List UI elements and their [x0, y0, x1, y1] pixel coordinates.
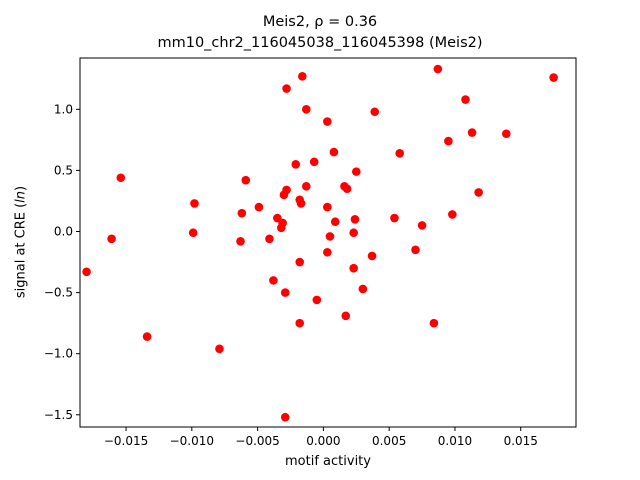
- data-point: [82, 267, 91, 277]
- data-point: [325, 232, 335, 241]
- y-tick-label: 0.0: [54, 225, 73, 239]
- data-point: [411, 245, 420, 255]
- y-axis: −1.5 −1.0 −0.5 0.0 0.5 1.0: [44, 102, 80, 422]
- data-point: [301, 105, 311, 114]
- data-point: [349, 263, 358, 273]
- data-point: [280, 288, 290, 297]
- data-point: [474, 188, 483, 197]
- data-point: [342, 184, 352, 194]
- points-layer: [82, 64, 558, 422]
- data-point: [215, 344, 224, 354]
- data-point: [395, 149, 405, 158]
- data-point: [390, 213, 399, 223]
- data-point: [269, 276, 278, 285]
- data-point: [282, 185, 291, 195]
- data-point: [295, 318, 305, 328]
- data-point: [323, 202, 332, 212]
- data-point: [237, 208, 247, 218]
- data-point: [295, 257, 305, 267]
- data-point: [254, 202, 264, 212]
- x-tick-label: 0.005: [372, 434, 406, 448]
- data-point: [341, 311, 351, 321]
- data-point: [329, 147, 339, 157]
- data-point: [142, 332, 152, 341]
- x-tick-label: 0.010: [438, 434, 472, 448]
- data-point: [116, 173, 126, 183]
- x-tick-label: 0.000: [306, 434, 340, 448]
- y-tick-label: −0.5: [44, 286, 73, 300]
- data-point: [351, 167, 361, 176]
- data-point: [298, 72, 307, 81]
- data-point: [349, 228, 358, 238]
- data-point: [291, 160, 301, 169]
- data-point: [107, 234, 116, 244]
- data-point: [312, 295, 322, 305]
- data-point: [444, 136, 453, 146]
- data-point: [330, 217, 340, 227]
- y-tick-label: 0.5: [54, 163, 73, 177]
- data-point: [282, 84, 291, 93]
- x-tick-label: 0.015: [504, 434, 538, 448]
- data-point: [280, 412, 290, 422]
- data-point: [323, 247, 332, 257]
- x-tick-label: −0.010: [170, 434, 214, 448]
- x-axis-label: motif activity: [285, 454, 371, 469]
- data-point: [309, 157, 319, 167]
- data-point: [323, 117, 332, 126]
- y-tick-label: −1.0: [44, 347, 73, 361]
- y-tick-label: −1.5: [44, 408, 73, 422]
- data-point: [429, 318, 439, 328]
- data-point: [241, 175, 251, 185]
- chart-subtitle: mm10_chr2_116045038_116045398 (Meis2): [157, 35, 483, 51]
- x-axis: −0.015 −0.010 −0.005 0.000 0.005 0.010 0.015: [104, 427, 538, 448]
- data-point: [367, 251, 377, 261]
- data-point: [467, 128, 477, 137]
- x-tick-label: −0.015: [104, 434, 148, 448]
- y-axis-label: signal at CRE (ln): [13, 185, 29, 299]
- chart-title: Meis2, ρ = 0.36: [262, 14, 378, 30]
- data-point: [265, 234, 274, 244]
- data-point: [370, 107, 380, 117]
- y-tick-label: 1.0: [54, 102, 73, 116]
- data-point: [549, 73, 558, 82]
- data-point: [236, 236, 245, 246]
- data-point: [358, 284, 368, 294]
- data-point: [417, 221, 427, 230]
- data-point: [350, 214, 360, 224]
- data-point: [188, 228, 198, 238]
- data-point: [301, 181, 311, 191]
- data-point: [461, 95, 470, 104]
- x-tick-label: −0.005: [235, 434, 279, 448]
- plot-frame: [79, 57, 577, 428]
- data-point: [448, 210, 457, 219]
- data-point: [296, 199, 306, 208]
- data-point: [278, 218, 287, 228]
- data-point: [190, 199, 199, 208]
- data-point: [501, 129, 511, 139]
- data-point: [433, 64, 443, 74]
